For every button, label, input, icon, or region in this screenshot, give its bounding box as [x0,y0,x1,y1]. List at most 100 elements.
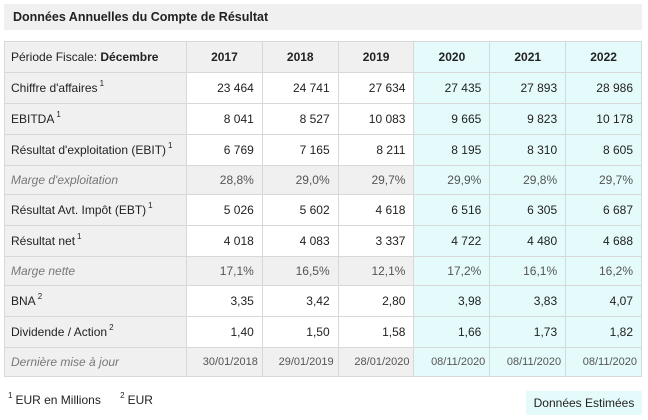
year-header: 2019 [337,41,415,73]
value-cell-estimated: 3,83 [489,285,567,317]
value-cell-estimated: 4,07 [565,285,642,317]
value-cell: 2,80 [337,285,415,317]
footnotes: 1 EUR en Millions 2 EUR [8,391,169,407]
footnote-ref: 1 [56,110,61,119]
footnote-ref: 1 [168,141,173,150]
value-cell-estimated: 4 688 [565,225,642,257]
year-header-estimated: 2021 [489,41,567,73]
value-cell: 1,40 [186,316,263,348]
value-cell: 12,1% [337,256,415,286]
year-header: 2018 [261,41,339,73]
value-cell: 5 602 [261,194,339,226]
year-header: 2017 [186,41,263,73]
table-body: Chiffre d'affaires 1 23 464 24 741 27 634 27 … [4,72,642,377]
row-label: Résultat Avt. Impôt (EBT) 1 [4,194,187,226]
value-cell-estimated: 08/11/2020 [413,347,491,377]
fiscal-period-value: Décembre [100,50,159,64]
row-label-text: Chiffre d'affaires [11,81,98,95]
value-cell: 16,5% [261,256,339,286]
table-row: Marge nette 17,1% 16,5% 12,1% 17,2% 16,1% 16,2… [4,256,642,286]
footnote: 2 EUR [120,391,153,407]
table-row: Chiffre d'affaires 1 23 464 24 741 27 634 27 … [4,72,642,104]
value-cell: 3,42 [261,285,339,317]
value-cell: 28,8% [186,165,263,195]
value-cell: 8 041 [186,103,263,135]
year-header-estimated: 2020 [413,41,491,73]
value-cell-estimated: 10 178 [565,103,642,135]
value-cell-estimated: 08/11/2020 [565,347,642,377]
value-cell-estimated: 29,7% [565,165,642,195]
row-label-text: Résultat d'exploitation (EBIT) [11,143,167,157]
row-label-text: Résultat net [11,234,76,248]
table-row: Résultat Avt. Impôt (EBT) 1 5 026 5 602 4 61… [4,194,642,226]
value-cell-estimated: 4 480 [489,225,567,257]
value-cell-estimated: 1,66 [413,316,491,348]
footnote-ref: 1 [77,232,82,241]
row-label: Dividende / Action 2 [4,316,187,348]
value-cell: 28/01/2020 [337,347,415,377]
value-cell-estimated: 6 305 [489,194,567,226]
value-cell-estimated: 16,1% [489,256,567,286]
value-cell: 30/01/2018 [186,347,263,377]
value-cell: 8 527 [261,103,339,135]
row-label-text: BNA [11,294,36,308]
row-label: Marge nette [4,256,187,286]
value-cell: 29/01/2019 [261,347,339,377]
table-row: Résultat net 1 4 018 4 083 3 337 4 722 4 480 4 … [4,225,642,257]
fiscal-period-label: Période Fiscale: [11,50,98,64]
footnote-ref: 2 [109,323,114,332]
table-row: Résultat d'exploitation (EBIT) 1 6 769 7 16… [4,134,642,166]
value-cell: 4 618 [337,194,415,226]
value-cell-estimated: 9 823 [489,103,567,135]
value-cell: 27 634 [337,72,415,104]
row-label: Dernière mise à jour [4,347,187,377]
value-cell-estimated: 1,82 [565,316,642,348]
value-cell-estimated: 8 310 [489,134,567,166]
row-label: BNA 2 [4,285,187,317]
value-cell: 1,50 [261,316,339,348]
value-cell-estimated: 6 687 [565,194,642,226]
value-cell-estimated: 27 435 [413,72,491,104]
value-cell: 29,0% [261,165,339,195]
value-cell: 17,1% [186,256,263,286]
value-cell-estimated: 6 516 [413,194,491,226]
value-cell-estimated: 28 986 [565,72,642,104]
row-label: EBITDA 1 [4,103,187,135]
value-cell-estimated: 3,98 [413,285,491,317]
value-cell-estimated: 29,9% [413,165,491,195]
row-label: Résultat net 1 [4,225,187,257]
value-cell: 7 165 [261,134,339,166]
section-title: Données Annuelles du Compte de Résultat [4,4,642,30]
row-label-text: Marge nette [11,264,76,278]
value-cell-estimated: 27 893 [489,72,567,104]
table-row: EBITDA 1 8 041 8 527 10 083 9 665 9 823 10 178 [4,103,642,135]
table-row: Marge d'exploitation 28,8% 29,0% 29,7% 29,9%… [4,165,642,195]
table-row: BNA 2 3,35 3,42 2,80 3,98 3,83 4,07 [4,285,642,317]
row-label: Résultat d'exploitation (EBIT) 1 [4,134,187,166]
fiscal-period-header: Période Fiscale: Décembre [4,41,187,73]
footnote-ref: 1 [148,201,153,210]
row-label-text: Résultat Avt. Impôt (EBT) [11,203,147,217]
value-cell-estimated: 8 605 [565,134,642,166]
value-cell: 4 018 [186,225,263,257]
value-cell-estimated: 29,8% [489,165,567,195]
value-cell: 24 741 [261,72,339,104]
value-cell: 6 769 [186,134,263,166]
value-cell-estimated: 8 195 [413,134,491,166]
value-cell: 10 083 [337,103,415,135]
value-cell: 1,58 [337,316,415,348]
value-cell-estimated: 9 665 [413,103,491,135]
value-cell-estimated: 17,2% [413,256,491,286]
value-cell-estimated: 16,2% [565,256,642,286]
value-cell: 3,35 [186,285,263,317]
table-row: Dividende / Action 2 1,40 1,50 1,58 1,66 1,73 1… [4,316,642,348]
value-cell-estimated: 08/11/2020 [489,347,567,377]
row-label-text: EBITDA [11,112,55,126]
footnote: 1 EUR en Millions [8,391,101,407]
row-label-text: Dernière mise à jour [11,355,120,369]
value-cell: 29,7% [337,165,415,195]
row-label-text: Marge d'exploitation [11,173,119,187]
footnote-text: EUR [127,393,153,407]
table-row: Dernière mise à jour 30/01/2018 29/01/2019… [4,347,642,377]
footnote-ref: 1 [99,79,105,88]
